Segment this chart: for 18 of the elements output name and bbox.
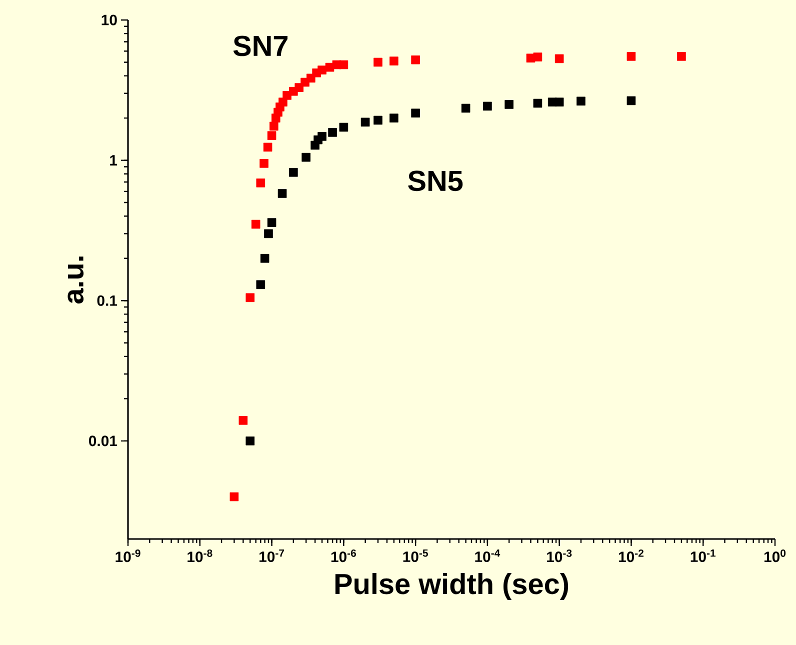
x-tick-label: 10$^{-8}$ — [188, 549, 212, 562]
y-tick-label: 10 — [102, 14, 117, 26]
x-tick-label: 10$^{-9}$ — [116, 549, 140, 562]
x-tick-label: 10$^{0}$ — [764, 549, 786, 562]
y-tick-label: 1 — [110, 155, 118, 166]
series-label: SN5 — [408, 170, 463, 192]
x-tick-label: 10$^{-3}$ — [547, 549, 572, 562]
x-tick-label: 10$^{-7}$ — [260, 549, 284, 562]
x-tick-label: 10$^{-6}$ — [331, 549, 356, 562]
x-tick-label: 10$^{-2}$ — [618, 549, 644, 562]
x-tick-label: 10$^{-5}$ — [403, 549, 428, 562]
y-tick-label: 0.01 — [88, 436, 118, 446]
series-label: SN7 — [233, 36, 288, 56]
x-tick-label: 10$^{-4}$ — [475, 549, 500, 562]
x-axis-title: Pulse width (sec) — [335, 573, 568, 600]
x-tick-label: 10$^{-1}$ — [690, 549, 716, 562]
y-tick-label: 0.1 — [97, 295, 118, 306]
y-axis-title: a.u. — [68, 256, 84, 304]
